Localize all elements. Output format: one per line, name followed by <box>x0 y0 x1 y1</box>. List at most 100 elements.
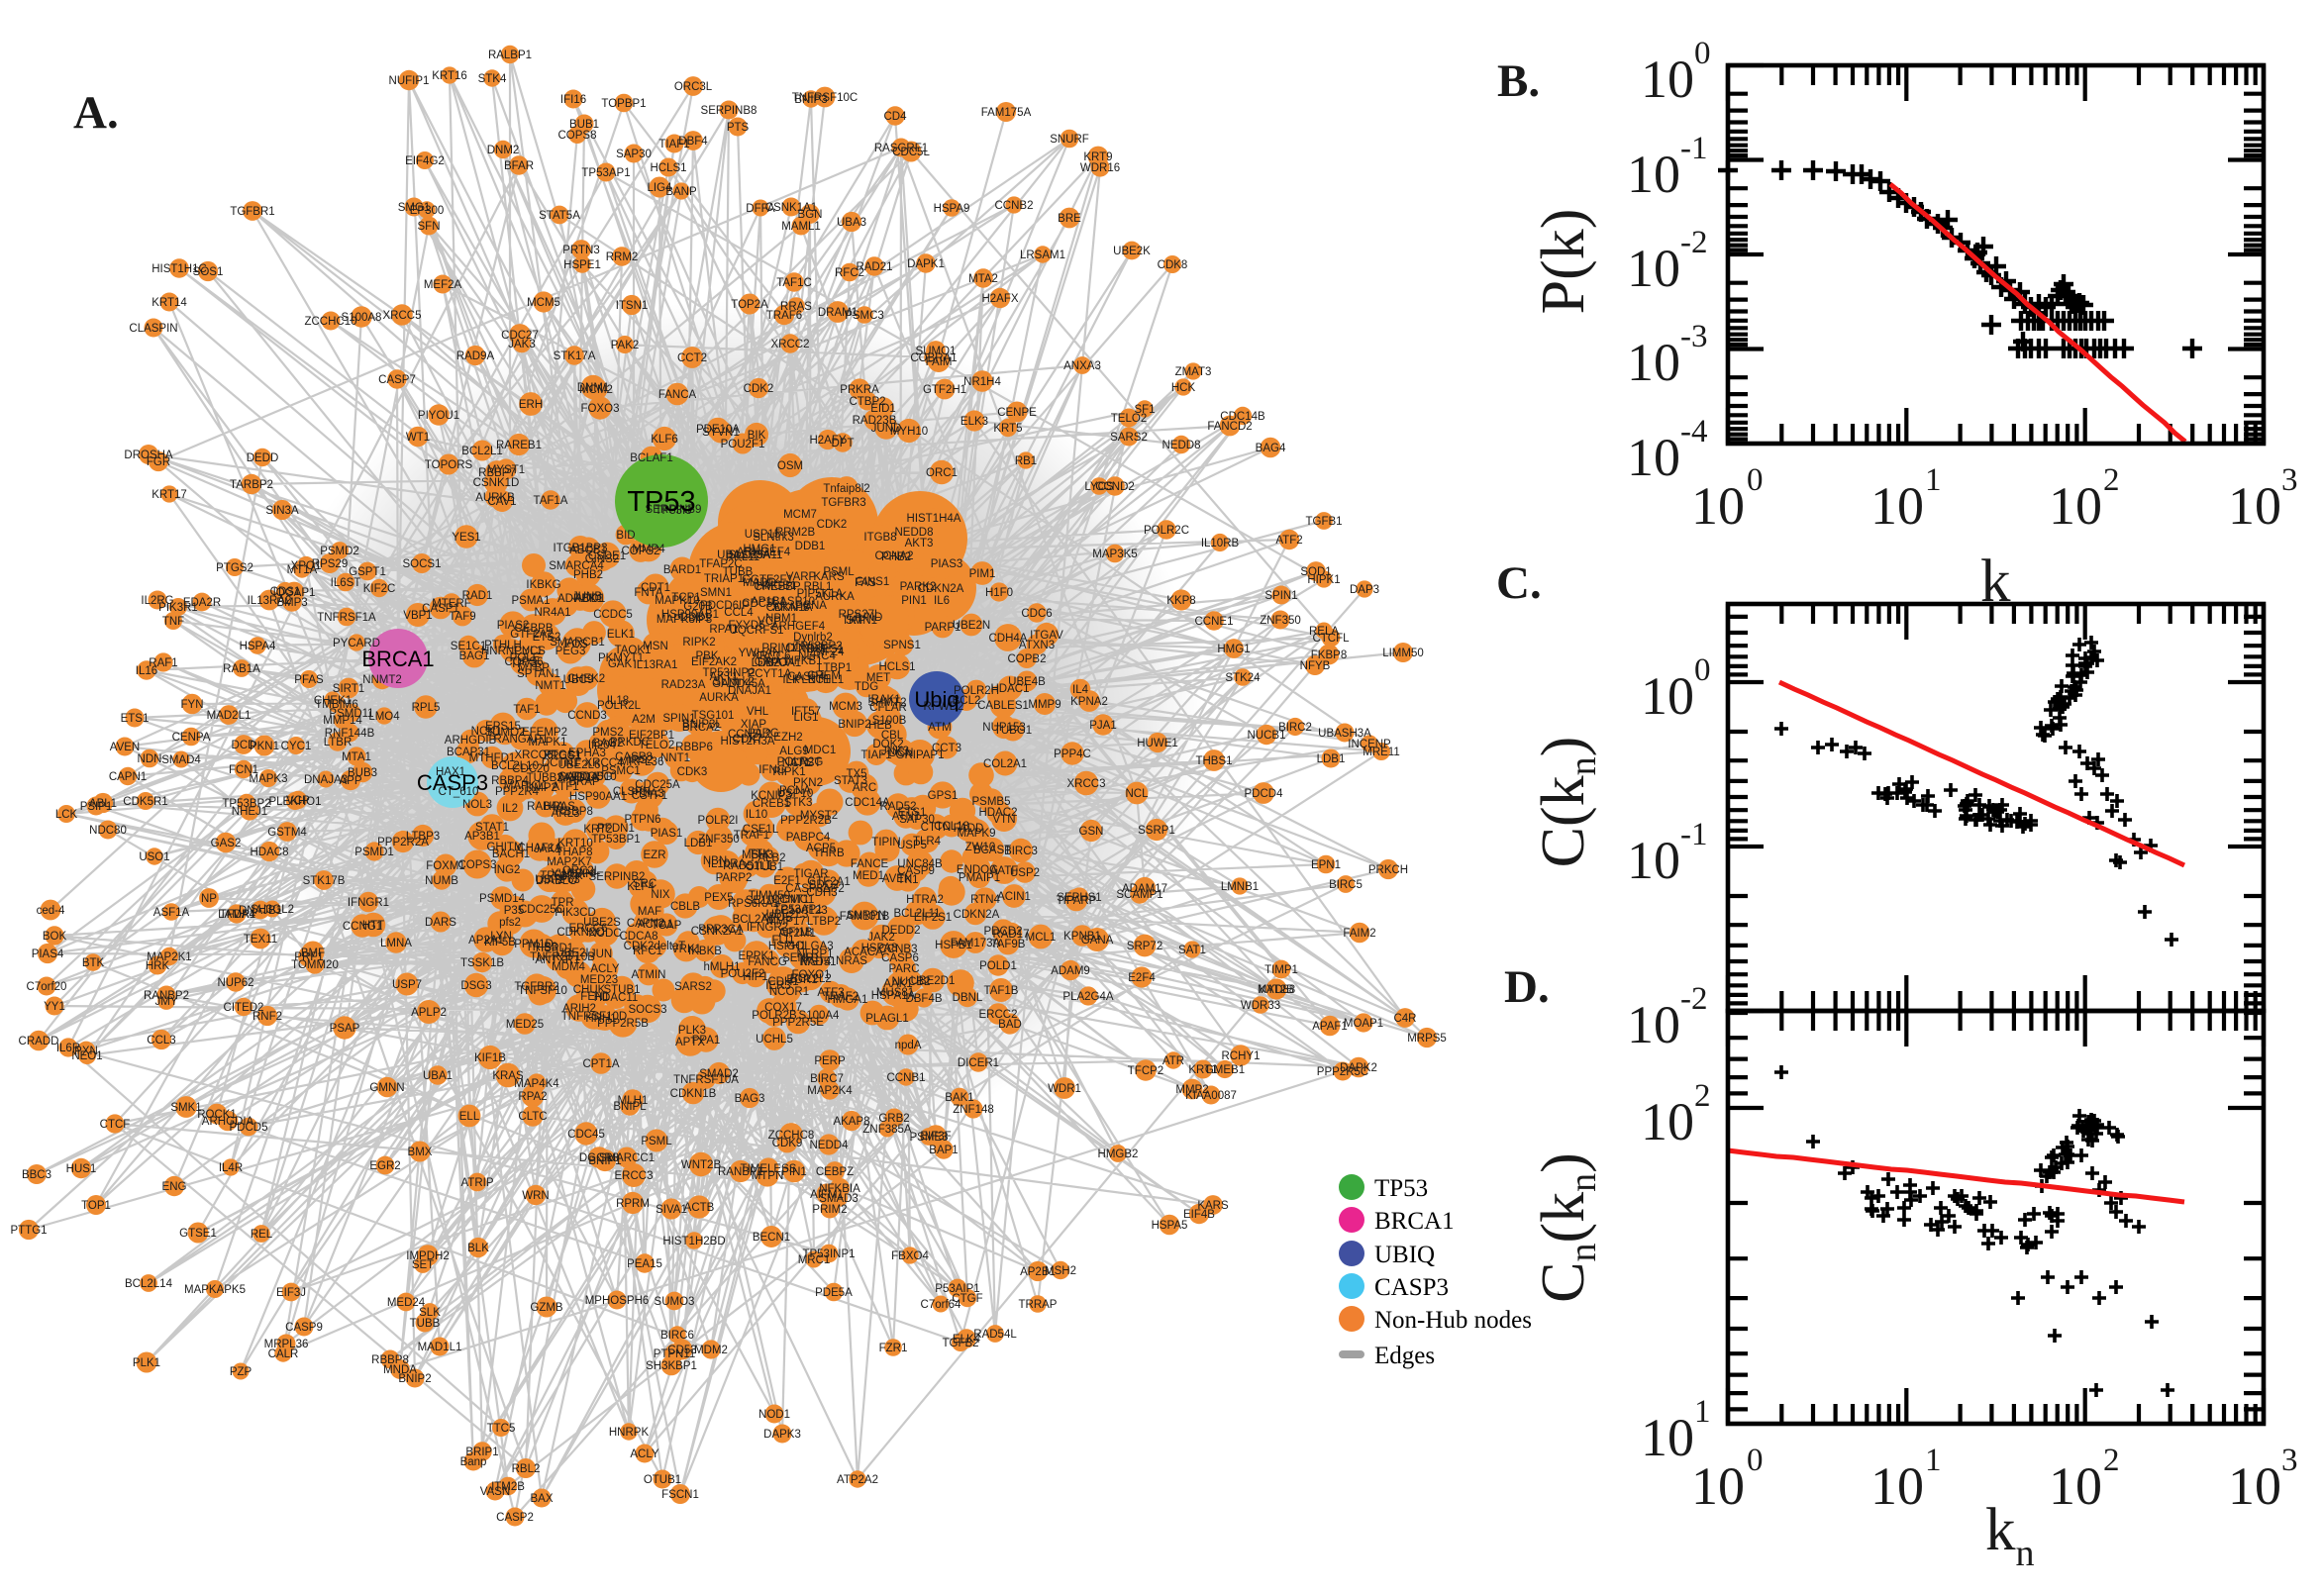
svg-text:10: 10 <box>1627 428 1680 487</box>
svg-text:BAP1: BAP1 <box>929 1145 958 1156</box>
svg-text:MUS81: MUS81 <box>876 987 914 999</box>
svg-text:FNTA: FNTA <box>634 587 663 599</box>
svg-text:MAML1: MAML1 <box>781 221 821 233</box>
svg-text:RPL5: RPL5 <box>412 702 441 714</box>
svg-text:COBRA1: COBRA1 <box>910 352 957 364</box>
svg-text:TFCP2: TFCP2 <box>1128 1065 1163 1077</box>
svg-text:FYN: FYN <box>181 699 204 711</box>
svg-text:PIN1: PIN1 <box>901 595 927 607</box>
svg-text:KKP8: KKP8 <box>1166 595 1195 607</box>
svg-text:GFI1B: GFI1B <box>779 927 813 939</box>
svg-text:HIST1H4A: HIST1H4A <box>907 513 961 525</box>
svg-text:MCM7: MCM7 <box>783 509 817 521</box>
svg-text:BCL2A1: BCL2A1 <box>733 914 775 926</box>
svg-text:10: 10 <box>1641 666 1694 726</box>
svg-text:DBNL: DBNL <box>953 992 983 1004</box>
svg-text:CTCF: CTCF <box>100 1119 131 1131</box>
svg-text:ced-4: ced-4 <box>37 905 65 917</box>
svg-text:BCL2L11: BCL2L11 <box>893 908 940 920</box>
svg-text:RBBP4: RBBP4 <box>491 775 529 787</box>
svg-text:GMNN: GMNN <box>369 1082 404 1094</box>
svg-text:SRP72: SRP72 <box>1127 941 1162 952</box>
svg-text:FBXO4: FBXO4 <box>891 1250 929 1262</box>
svg-text:BRCA1: BRCA1 <box>361 647 434 671</box>
svg-text:ASF1A: ASF1A <box>153 907 190 919</box>
svg-text:MDM2: MDM2 <box>694 1345 728 1356</box>
svg-text:HSPB1: HSPB1 <box>935 940 972 951</box>
svg-text:PIAS4: PIAS4 <box>32 948 64 960</box>
svg-text:10: 10 <box>1627 239 1680 298</box>
svg-text:WDR33: WDR33 <box>1241 1000 1280 1012</box>
svg-text:SMAD2: SMAD2 <box>699 1068 739 1080</box>
svg-text:NEDD8: NEDD8 <box>895 527 934 539</box>
svg-text:PSML: PSML <box>823 566 855 578</box>
svg-text:XRCC5: XRCC5 <box>383 310 422 322</box>
svg-text:PSMA1: PSMA1 <box>512 595 551 607</box>
svg-text:A2M: A2M <box>632 714 656 726</box>
svg-text:PRKDC: PRKDC <box>610 737 650 748</box>
svg-text:CLTC: CLTC <box>518 1111 547 1123</box>
svg-text:GTF2A1: GTF2A1 <box>807 876 850 888</box>
svg-text:HSPA9: HSPA9 <box>934 203 970 215</box>
svg-text:BRE: BRE <box>1058 213 1081 225</box>
svg-text:GHITM: GHITM <box>486 842 523 853</box>
svg-text:KPNA2: KPNA2 <box>1070 696 1108 708</box>
svg-text:GTSE1: GTSE1 <box>179 1228 217 1240</box>
svg-text:CDK2: CDK2 <box>744 383 774 395</box>
svg-text:VCP: VCP <box>286 795 310 807</box>
svg-text:TP53INP1: TP53INP1 <box>802 1248 855 1260</box>
svg-text:PTGS2: PTGS2 <box>216 562 253 574</box>
svg-text:HCLS1: HCLS1 <box>878 661 915 673</box>
svg-text:EPN1: EPN1 <box>1311 859 1341 871</box>
svg-text:0: 0 <box>1694 36 1711 71</box>
svg-text:CCNB1: CCNB1 <box>887 1072 926 1084</box>
svg-text:ERCC6: ERCC6 <box>569 923 608 935</box>
svg-text:SIN3A: SIN3A <box>265 505 299 517</box>
svg-text:hMLH1: hMLH1 <box>703 961 740 973</box>
svg-text:ACP5: ACP5 <box>806 843 836 854</box>
svg-text:BIRC6: BIRC6 <box>660 1330 694 1342</box>
svg-text:EIF2AK2: EIF2AK2 <box>691 656 737 668</box>
svg-text:MEF2A: MEF2A <box>424 279 462 291</box>
svg-text:TIMP1: TIMP1 <box>1264 964 1298 976</box>
svg-text:IKBKG: IKBKG <box>526 579 560 591</box>
svg-text:Cn(kn): Cn(kn) <box>1530 1152 1604 1303</box>
svg-text:HRK: HRK <box>146 960 170 972</box>
svg-text:-4: -4 <box>1680 414 1708 449</box>
svg-text:IL6: IL6 <box>934 595 950 607</box>
svg-text:OTUB1: OTUB1 <box>746 861 783 873</box>
svg-text:TTC5: TTC5 <box>487 1423 516 1435</box>
svg-text:STAT3: STAT3 <box>834 775 867 787</box>
svg-text:HMG1: HMG1 <box>1217 644 1250 655</box>
svg-text:B.: B. <box>1497 55 1540 107</box>
svg-text:DEDD: DEDD <box>247 452 279 464</box>
svg-text:2: 2 <box>2103 1443 2120 1478</box>
svg-text:SSRP1: SSRP1 <box>1138 825 1175 837</box>
svg-text:CCL3: CCL3 <box>147 1035 175 1047</box>
svg-text:POU2F1: POU2F1 <box>721 439 765 450</box>
svg-text:3: 3 <box>2281 462 2298 498</box>
svg-text:UBIQ: UBIQ <box>1374 1242 1435 1268</box>
svg-text:10: 10 <box>1627 831 1680 890</box>
svg-text:CDC14A: CDC14A <box>845 797 890 809</box>
svg-text:UNC84B: UNC84B <box>897 858 943 870</box>
svg-text:HUS1: HUS1 <box>66 1163 97 1175</box>
svg-text:10: 10 <box>1627 333 1680 392</box>
svg-text:VCP: VCP <box>758 616 781 628</box>
svg-text:PZP: PZP <box>230 1366 252 1378</box>
svg-text:BECN1: BECN1 <box>753 1232 790 1244</box>
svg-text:ACIN1: ACIN1 <box>997 891 1031 903</box>
svg-text:PTS: PTS <box>727 122 750 134</box>
svg-text:RPA1: RPA1 <box>709 624 738 636</box>
svg-text:DICER1: DICER1 <box>958 1057 999 1069</box>
svg-text:CASP8: CASP8 <box>615 751 653 763</box>
svg-text:CDC5L: CDC5L <box>892 147 930 158</box>
svg-text:NOD1: NOD1 <box>758 1409 790 1421</box>
svg-text:PRKRA: PRKRA <box>840 384 879 396</box>
svg-text:RANBP2: RANBP2 <box>144 990 189 1002</box>
svg-text:NAT1: NAT1 <box>782 757 811 769</box>
svg-text:SARS2: SARS2 <box>674 981 712 993</box>
svg-text:KIF1B: KIF1B <box>474 1052 506 1064</box>
svg-text:AURKA: AURKA <box>699 692 739 704</box>
svg-text:KRT10: KRT10 <box>557 838 593 849</box>
